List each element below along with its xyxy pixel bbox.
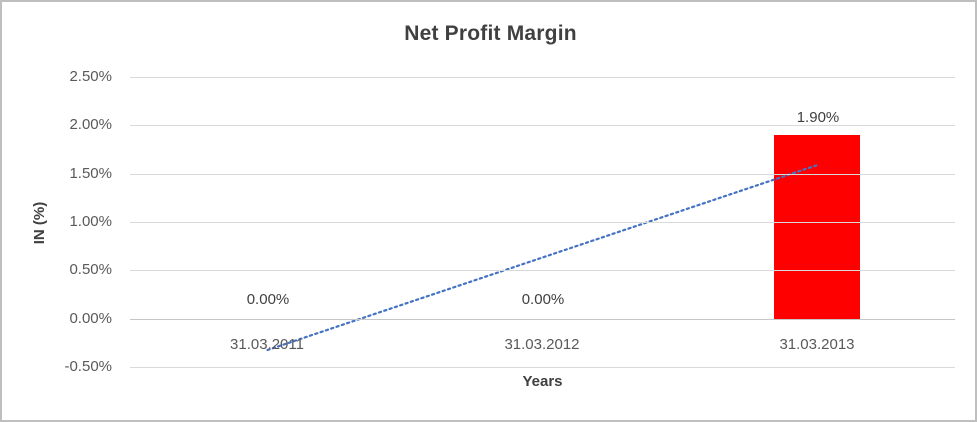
gridline [130,174,955,175]
series-layer [266,135,860,352]
x-tick-label-2013: 31.03.2013 [779,336,855,353]
gridline [130,367,955,368]
gridline [130,222,955,223]
gridline [130,125,955,126]
chart-title: Net Profit Margin [404,22,577,45]
y-tick-label: 2.00% [69,116,112,133]
x-axis-title: Years [522,373,563,390]
data-label-2012: 0.00% [521,291,565,308]
data-label-2011: 0.00% [246,291,290,308]
y-tick-label: 0.50% [69,261,112,278]
bar-31.03.2013 [774,135,860,319]
y-tick-label: 1.50% [69,165,112,182]
y-tick-label: 1.00% [69,213,112,230]
linear-trendline [266,163,819,352]
plot-area [130,77,955,368]
x-axis-line [130,319,955,320]
y-tick-label: -0.50% [64,358,112,375]
x-tick-label-2012: 31.03.2012 [504,336,580,353]
data-label-2013: 1.90% [796,109,840,126]
y-tick-label: 0.00% [69,310,112,327]
gridline [130,270,955,271]
y-axis-title: IN (%) [31,201,48,245]
y-tick-label: 2.50% [69,68,112,85]
gridline [130,77,955,78]
x-tick-label-2011: 31.03.2011 [230,336,304,353]
